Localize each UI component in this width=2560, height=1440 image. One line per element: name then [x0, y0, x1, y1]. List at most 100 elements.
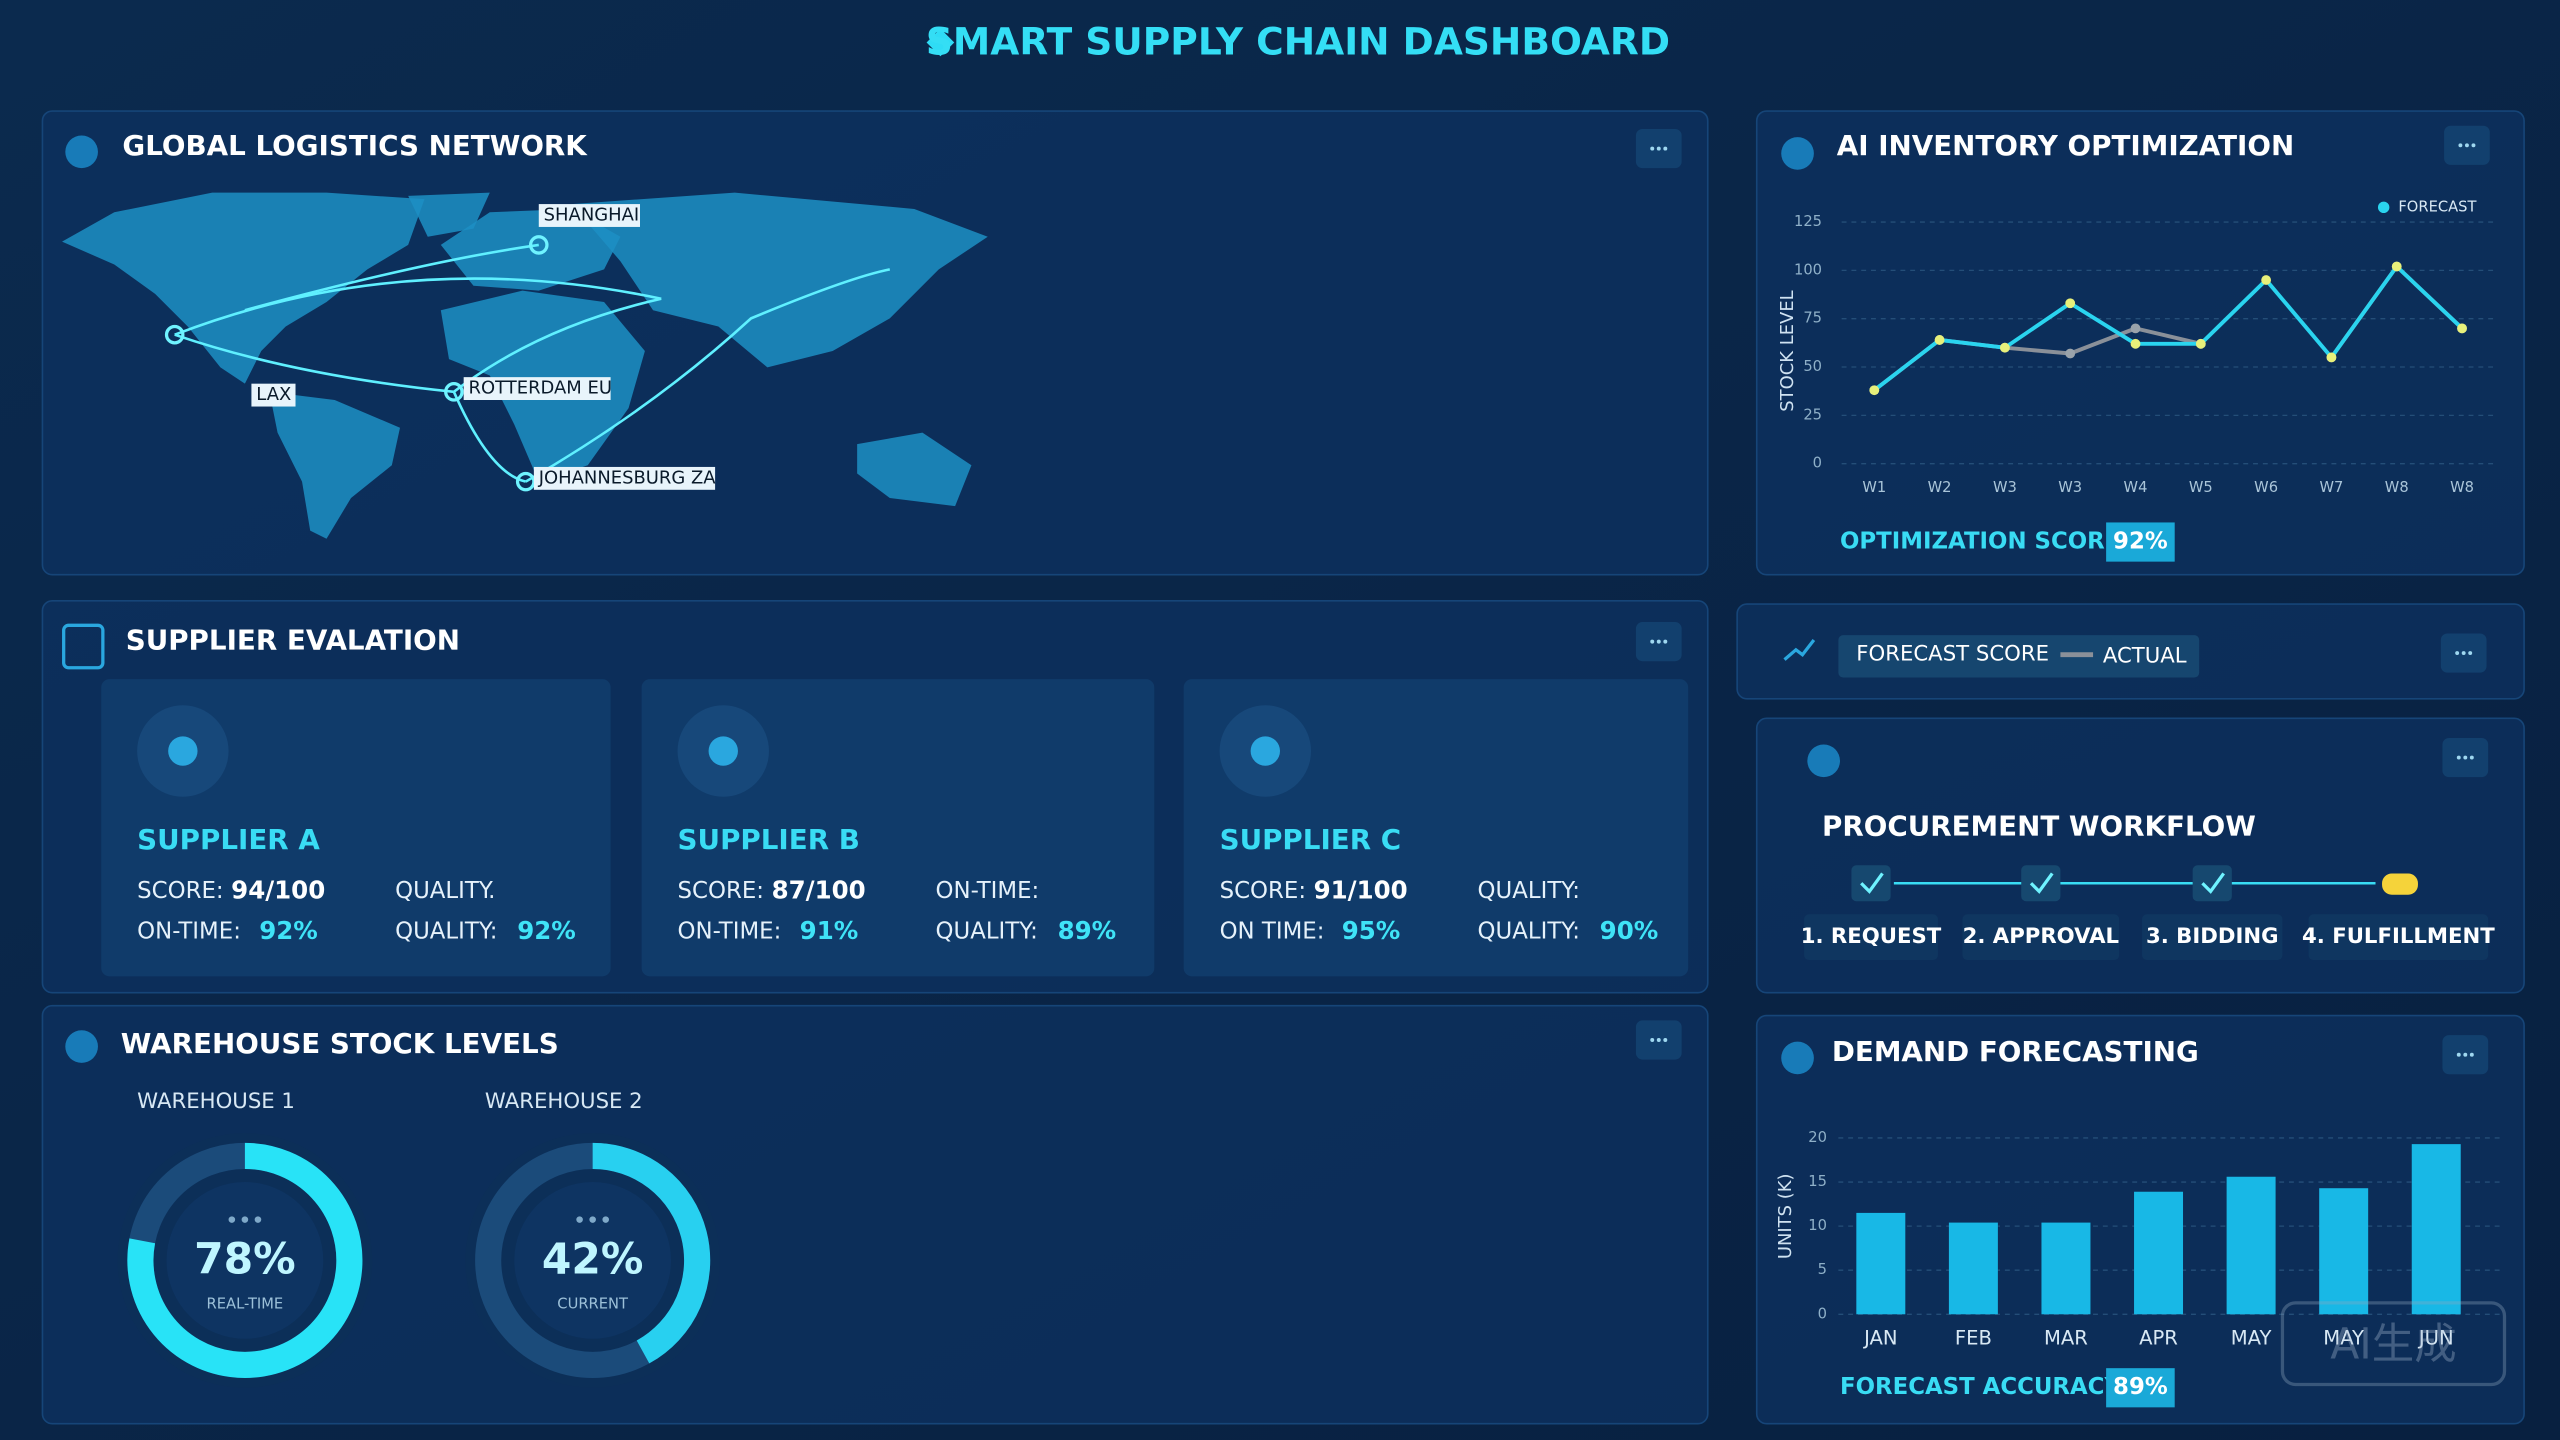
menu-dot	[1663, 1038, 1668, 1042]
bar	[1856, 1212, 1906, 1315]
gauge-dot	[576, 1216, 583, 1223]
location-label: JOHANNESBURG ZA	[538, 467, 717, 488]
field-label: SCORE:	[137, 878, 223, 904]
series-point	[2391, 261, 2402, 272]
y-tick-label: 100	[1794, 261, 1822, 278]
y-tick-label: 50	[1803, 358, 1822, 375]
step-box	[1962, 914, 2120, 960]
supplier-icon-glyph	[168, 736, 198, 766]
gauge-value: 42%	[542, 1236, 644, 1285]
gauge-label: WAREHOUSE 2	[485, 1089, 643, 1114]
field-label: ON-TIME:	[137, 919, 241, 945]
series-point	[2065, 348, 2076, 359]
panel-icon	[1781, 1041, 1814, 1075]
series-line	[1873, 264, 2464, 392]
supplier-name: SUPPLIER C	[1220, 823, 1402, 856]
legend-label: FORECAST	[2398, 198, 2477, 215]
field-value: 89%	[1058, 916, 1117, 945]
panel	[41, 110, 1709, 576]
menu-dot	[2464, 143, 2469, 148]
strip-legend: ACTUAL	[2103, 643, 2187, 668]
y-tick-label: 0	[1813, 455, 1822, 472]
menu-dot	[2463, 1052, 2468, 1057]
continent	[571, 192, 988, 368]
x-tick-label: MAY	[2231, 1326, 2272, 1349]
step-label: 4. FULFILLMENT	[2302, 924, 2495, 949]
y-tick-label: 75	[1803, 310, 1822, 327]
field-value: 92%	[517, 916, 576, 945]
watermark: AI生成	[2330, 1320, 2456, 1369]
panel	[41, 1004, 1709, 1425]
step-box	[1804, 914, 1938, 960]
bar	[2411, 1144, 2461, 1315]
y-axis-label: STOCK LEVEL	[1777, 290, 1798, 411]
field-value: 91/100	[1314, 875, 1408, 904]
location-tag	[538, 204, 640, 227]
menu-dot	[2463, 755, 2468, 760]
score-label: OPTIMIZATION SCORE:	[1840, 529, 2129, 555]
x-tick-label: MAR	[2044, 1326, 2088, 1349]
series-point	[1869, 385, 1880, 396]
x-tick-label: JUN	[2417, 1326, 2454, 1349]
step-check-box	[2192, 865, 2232, 902]
field-label: ON-TIME:	[936, 878, 1040, 904]
field-value: 87/100	[772, 875, 866, 904]
x-tick-label: JAN	[1862, 1326, 1897, 1349]
supplier-name: SUPPLIER B	[678, 823, 860, 856]
series-point	[1934, 335, 1945, 345]
route	[174, 333, 455, 394]
field-label: SCORE:	[1220, 878, 1306, 904]
gauge-arc	[592, 1142, 711, 1364]
step-check-box	[2021, 865, 2061, 902]
score-value: 89%	[2113, 1374, 2168, 1400]
supplier-icon-glyph	[708, 736, 738, 766]
y-tick-label: 5	[1818, 1261, 1827, 1278]
y-axis-label: UNITS (K)	[1775, 1173, 1796, 1259]
continent	[62, 192, 425, 384]
continent	[408, 192, 490, 237]
route	[525, 268, 891, 483]
field-label: ON-TIME:	[678, 919, 782, 945]
panel-icon	[1807, 744, 1840, 778]
continent	[857, 432, 972, 507]
legend-swatch	[2377, 201, 2390, 214]
field-label: ON TIME:	[1220, 919, 1325, 945]
x-tick-label: FEB	[1955, 1326, 1992, 1349]
series-point	[2130, 338, 2141, 349]
step-box	[2142, 914, 2283, 960]
score-box	[2106, 1368, 2175, 1408]
location-marker	[164, 324, 185, 345]
page-title: SMART SUPPLY CHAIN DASHBOARD	[926, 20, 1670, 64]
panel-icon	[65, 1030, 98, 1063]
gauge-value: 78%	[194, 1236, 296, 1285]
panel-icon	[1781, 137, 1814, 170]
supplier-card	[101, 679, 611, 977]
step-check	[2029, 872, 2054, 894]
menu-dot	[2469, 755, 2474, 760]
x-tick-label: W1	[1862, 479, 1886, 496]
field-value: 90%	[1600, 916, 1659, 945]
step-box	[2308, 914, 2489, 960]
gauge-caption: CURRENT	[557, 1295, 629, 1312]
gauge-inner	[166, 1182, 324, 1339]
bar	[2319, 1188, 2369, 1315]
gauge-dot	[228, 1216, 236, 1223]
series-point	[2326, 352, 2337, 363]
field-value: 92%	[259, 916, 318, 945]
supplier-card	[641, 679, 1155, 977]
menu-dot	[2471, 143, 2476, 148]
strip-label: FORECAST SCORE	[1856, 642, 2049, 667]
gauge-label: WAREHOUSE 1	[137, 1089, 295, 1114]
menu-dot	[1650, 146, 1655, 151]
menu-dot	[1656, 1038, 1661, 1042]
step-label: 1. REQUEST	[1801, 924, 1942, 949]
x-tick-label: W8	[2450, 479, 2474, 496]
x-tick-label: W3	[2058, 479, 2082, 496]
menu-dot	[2458, 143, 2463, 148]
strip-icon	[1783, 638, 1816, 661]
x-tick-label: W8	[2385, 479, 2409, 496]
field-label: QUALITY.	[395, 878, 495, 904]
field-label: QUALITY:	[936, 919, 1038, 945]
panel-title: PROCUREMENT WORKFLOW	[1822, 810, 2256, 843]
y-tick-label: 0	[1818, 1305, 1827, 1322]
